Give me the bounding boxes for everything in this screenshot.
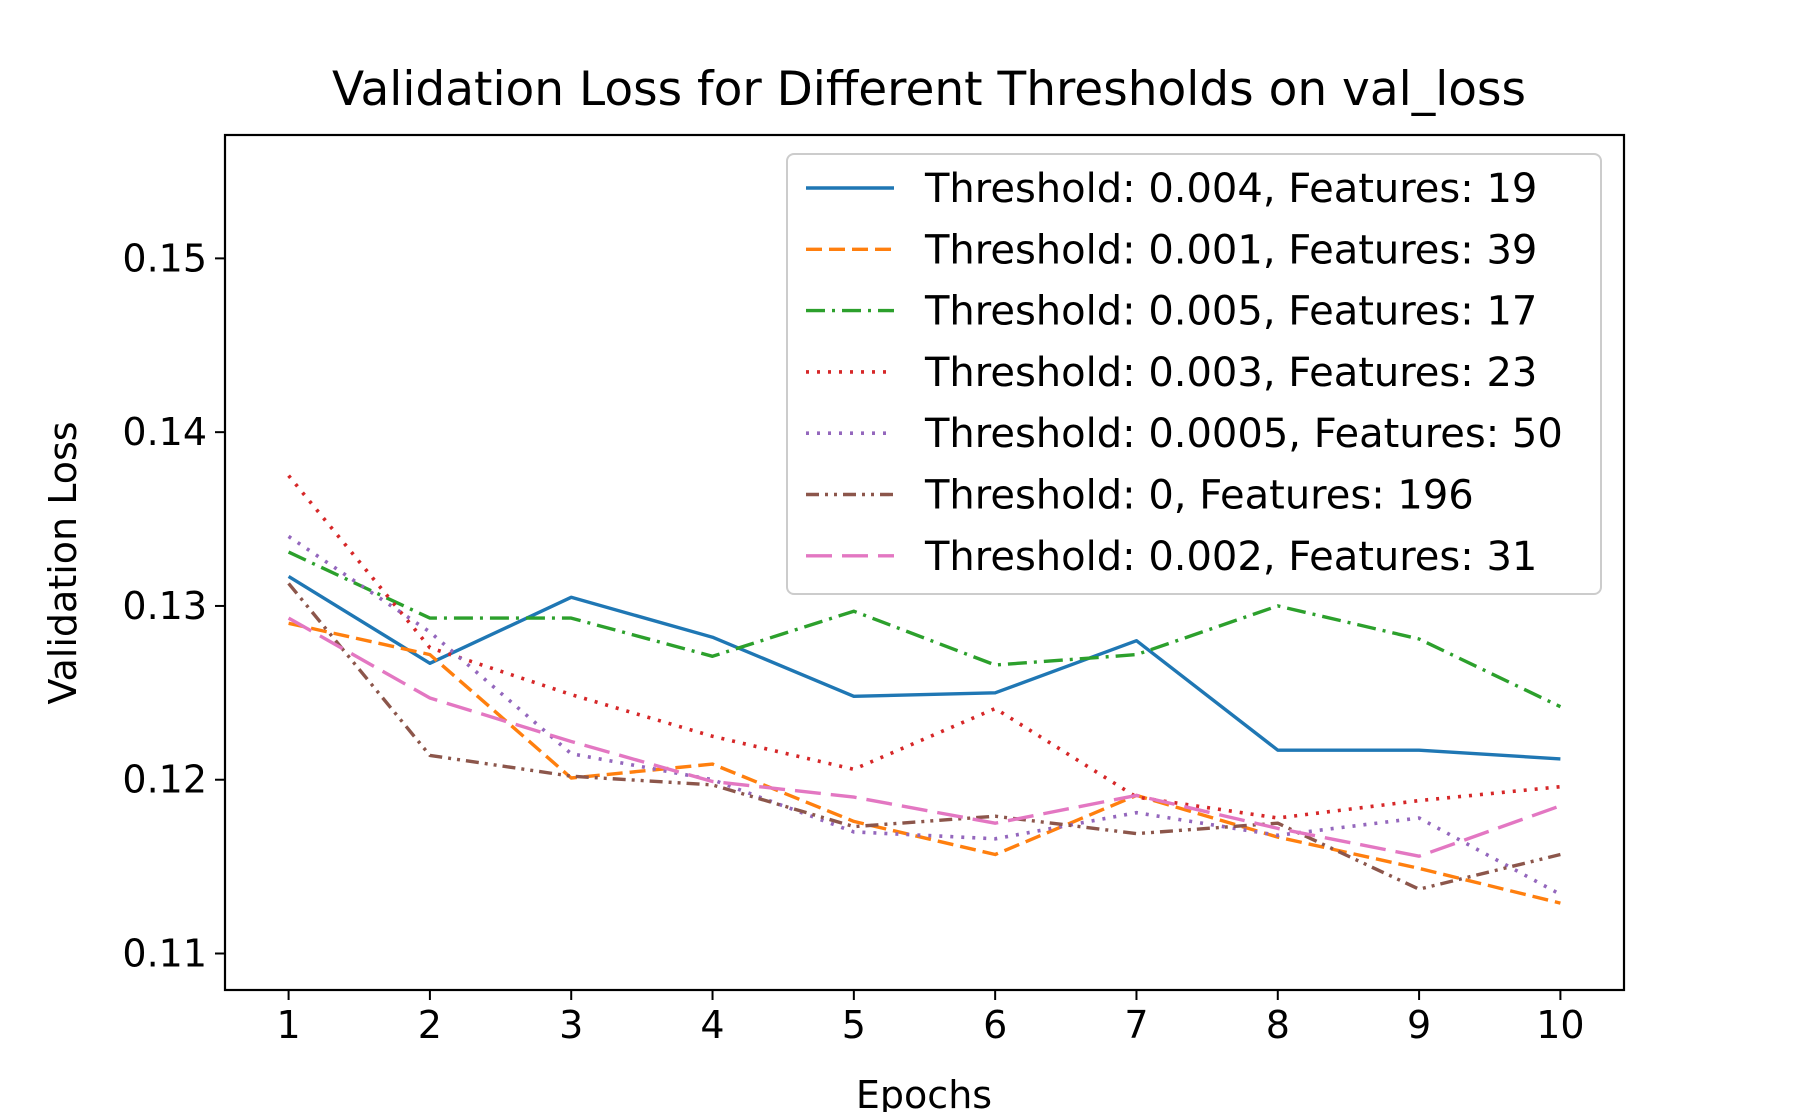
y-tick-label: 0.11 — [122, 932, 207, 976]
legend: Threshold: 0.004, Features: 19 Threshold:… — [786, 153, 1602, 595]
legend-entries: Threshold: 0.004, Features: 19 Threshold:… — [806, 166, 1563, 580]
legend-label-7: Threshold: 0.002, Features: 31 — [924, 534, 1537, 580]
x-tick-label: 4 — [700, 1003, 724, 1047]
series-line-3 — [287, 550, 1562, 709]
legend-label-1: Threshold: 0.004, Features: 19 — [924, 166, 1537, 212]
x-tick-label: 1 — [276, 1003, 300, 1047]
x-tick-label: 8 — [1266, 1003, 1290, 1047]
x-axis-ticks: 1 2 3 4 5 6 7 8 9 10 — [276, 990, 1585, 1047]
y-tick-label: 0.13 — [122, 584, 207, 628]
legend-box — [786, 153, 1602, 595]
x-tick-label: 5 — [842, 1003, 866, 1047]
y-axis-label: Validation Loss — [41, 421, 85, 704]
series-line-6 — [287, 582, 1561, 891]
x-tick-label: 10 — [1536, 1003, 1584, 1047]
series-layer — [287, 474, 1562, 905]
legend-label-3: Threshold: 0.005, Features: 17 — [924, 289, 1537, 335]
series-line-1 — [287, 574, 1561, 761]
x-axis-label: Epochs — [856, 1073, 992, 1112]
y-tick-label: 0.14 — [122, 410, 207, 454]
chart-title: Validation Loss for Different Thresholds… — [332, 62, 1526, 117]
x-tick-label: 3 — [559, 1003, 583, 1047]
x-tick-label: 6 — [983, 1003, 1007, 1047]
series-line-2 — [288, 621, 1561, 905]
y-tick-label: 0.15 — [122, 236, 207, 280]
legend-label-2: Threshold: 0.001, Features: 39 — [924, 227, 1537, 273]
legend-label-4: Threshold: 0.003, Features: 23 — [924, 350, 1537, 396]
legend-label-5: Threshold: 0.0005, Features: 50 — [924, 411, 1563, 457]
y-tick-label: 0.12 — [122, 758, 207, 802]
series-line-4 — [287, 474, 1561, 820]
x-tick-label: 7 — [1124, 1003, 1148, 1047]
x-tick-label: 2 — [418, 1003, 442, 1047]
legend-label-6: Threshold: 0, Features: 196 — [924, 473, 1474, 519]
series-line-7 — [287, 616, 1561, 858]
y-axis-ticks: 0.11 0.12 0.13 0.14 0.15 — [122, 236, 225, 976]
x-tick-label: 9 — [1407, 1003, 1431, 1047]
plot-frame — [223, 133, 1626, 992]
